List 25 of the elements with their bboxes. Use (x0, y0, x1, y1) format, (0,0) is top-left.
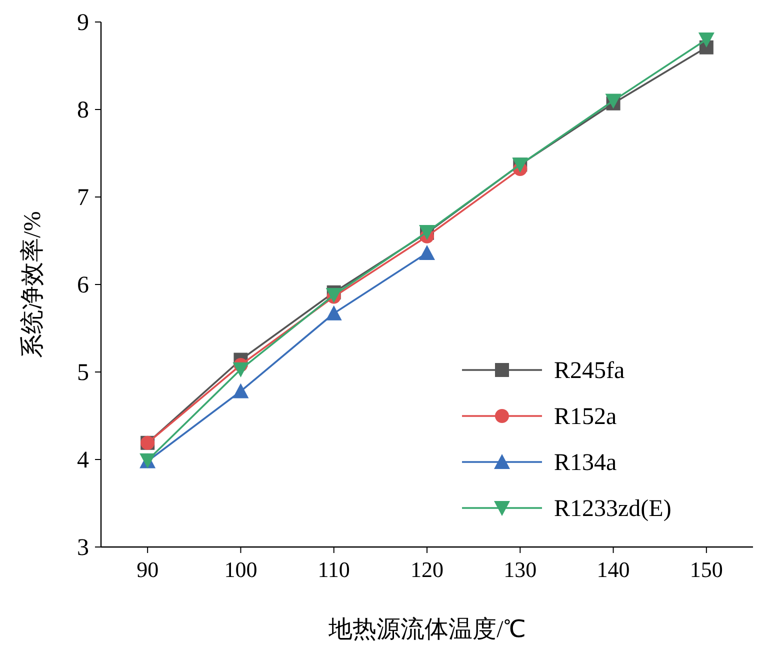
x-tick-label: 100 (224, 557, 258, 582)
point (419, 245, 435, 260)
legend-label: R1233zd(E) (554, 496, 672, 522)
y-tick-label: 8 (77, 98, 89, 124)
y-tick-label: 3 (77, 535, 89, 561)
y-axis-title: 系统净效率/% (19, 211, 46, 358)
x-axis-title: 地热源流体温度/℃ (328, 616, 526, 643)
y-tick-label: 9 (77, 10, 89, 36)
y-tick-label: 7 (77, 185, 89, 211)
point (232, 383, 249, 398)
legend-label: R134a (554, 450, 618, 476)
x-tick-label: 110 (318, 557, 350, 582)
x-tick-label: 90 (136, 557, 159, 582)
point (232, 362, 249, 378)
point (698, 32, 714, 48)
x-tick-label: 130 (504, 557, 537, 582)
legend-label: R152a (554, 404, 618, 430)
y-tick-label: 6 (77, 272, 89, 298)
point (326, 305, 342, 320)
y-tick-label: 5 (77, 360, 89, 386)
x-tick-label: 150 (690, 557, 723, 582)
legend-label: R245fa (554, 358, 625, 384)
y-tick-label: 4 (77, 448, 89, 474)
x-tick-label: 140 (596, 557, 630, 582)
x-tick-label: 120 (410, 557, 444, 582)
